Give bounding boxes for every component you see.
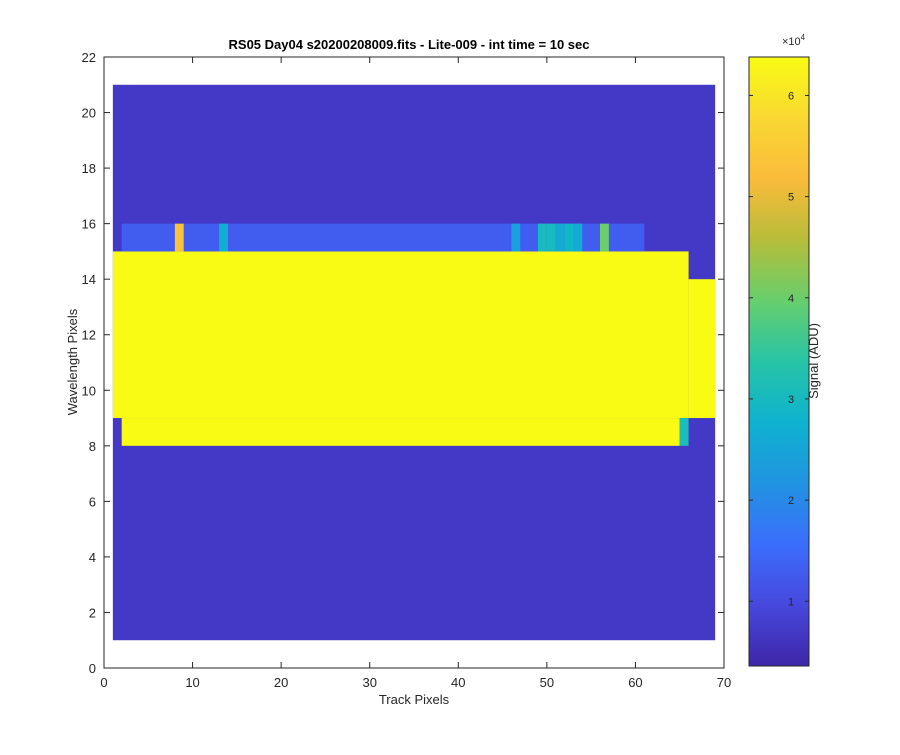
heatmap-cells [112,84,716,641]
x-tick-label: 70 [717,675,731,690]
x-tick-label: 0 [100,675,107,690]
x-tick-label: 20 [274,675,288,690]
colorbar-tick-label: 1 [788,596,794,608]
colorbar-exponent-power: 4 [801,33,806,42]
colorbar-exponent-base: ×10 [782,36,801,48]
colorbar-label: Signal (ADU) [806,323,821,399]
y-tick-label: 12 [82,328,96,343]
y-tick-label: 16 [82,217,96,232]
heatmap-pixel [538,223,547,252]
heatmap-pixel [546,223,556,252]
heatmap-region [121,418,680,446]
x-axis: 0 10 20 30 40 50 60 70 [100,57,731,690]
y-tick-label: 2 [89,605,96,620]
x-tick-label: 50 [540,675,554,690]
y-tick-label: 10 [82,383,96,398]
heatmap-pixel [573,223,583,252]
colorbar-tick-label: 3 [788,394,794,406]
heatmap-pixel [219,223,228,252]
colorbar-tick-label: 2 [788,495,794,507]
y-tick-label: 18 [82,161,96,176]
heatmap-region [688,279,716,419]
x-tick-label: 40 [451,675,465,690]
heatmap-pixel [564,223,574,252]
colorbar [748,56,810,667]
y-tick-label: 4 [89,550,96,565]
chart-title: RS05 Day04 s20200208009.fits - Lite-009 … [229,37,590,52]
colorbar-tick-label: 6 [788,90,794,102]
colorbar-exponent: ×104 [782,33,806,48]
heatmap-pixel [511,223,521,252]
x-tick-label: 10 [185,675,199,690]
heatmap-region [112,251,689,419]
colorbar-ticks: 1 2 3 4 5 6 [749,90,809,608]
y-tick-label: 14 [82,272,96,287]
heatmap-pixel [174,223,184,252]
x-tick-label: 60 [628,675,642,690]
heatmap-pixel [555,223,565,252]
x-axis-label: Track Pixels [379,692,450,707]
plot-frame [103,56,725,669]
y-axis-label: Wavelength Pixels [65,308,80,415]
heatmap-pixel [600,223,609,252]
colorbar-tick-label: 5 [788,192,794,204]
heatmap-pixel [679,418,689,446]
x-tick-label: 30 [362,675,376,690]
y-axis: 0 2 4 6 8 10 12 14 16 18 20 22 [82,50,724,676]
y-tick-label: 0 [89,661,96,676]
y-tick-label: 20 [82,106,96,121]
y-tick-label: 22 [82,50,96,65]
y-tick-label: 8 [89,439,96,454]
colorbar-tick-label: 4 [788,293,794,305]
y-tick-label: 6 [89,494,96,509]
